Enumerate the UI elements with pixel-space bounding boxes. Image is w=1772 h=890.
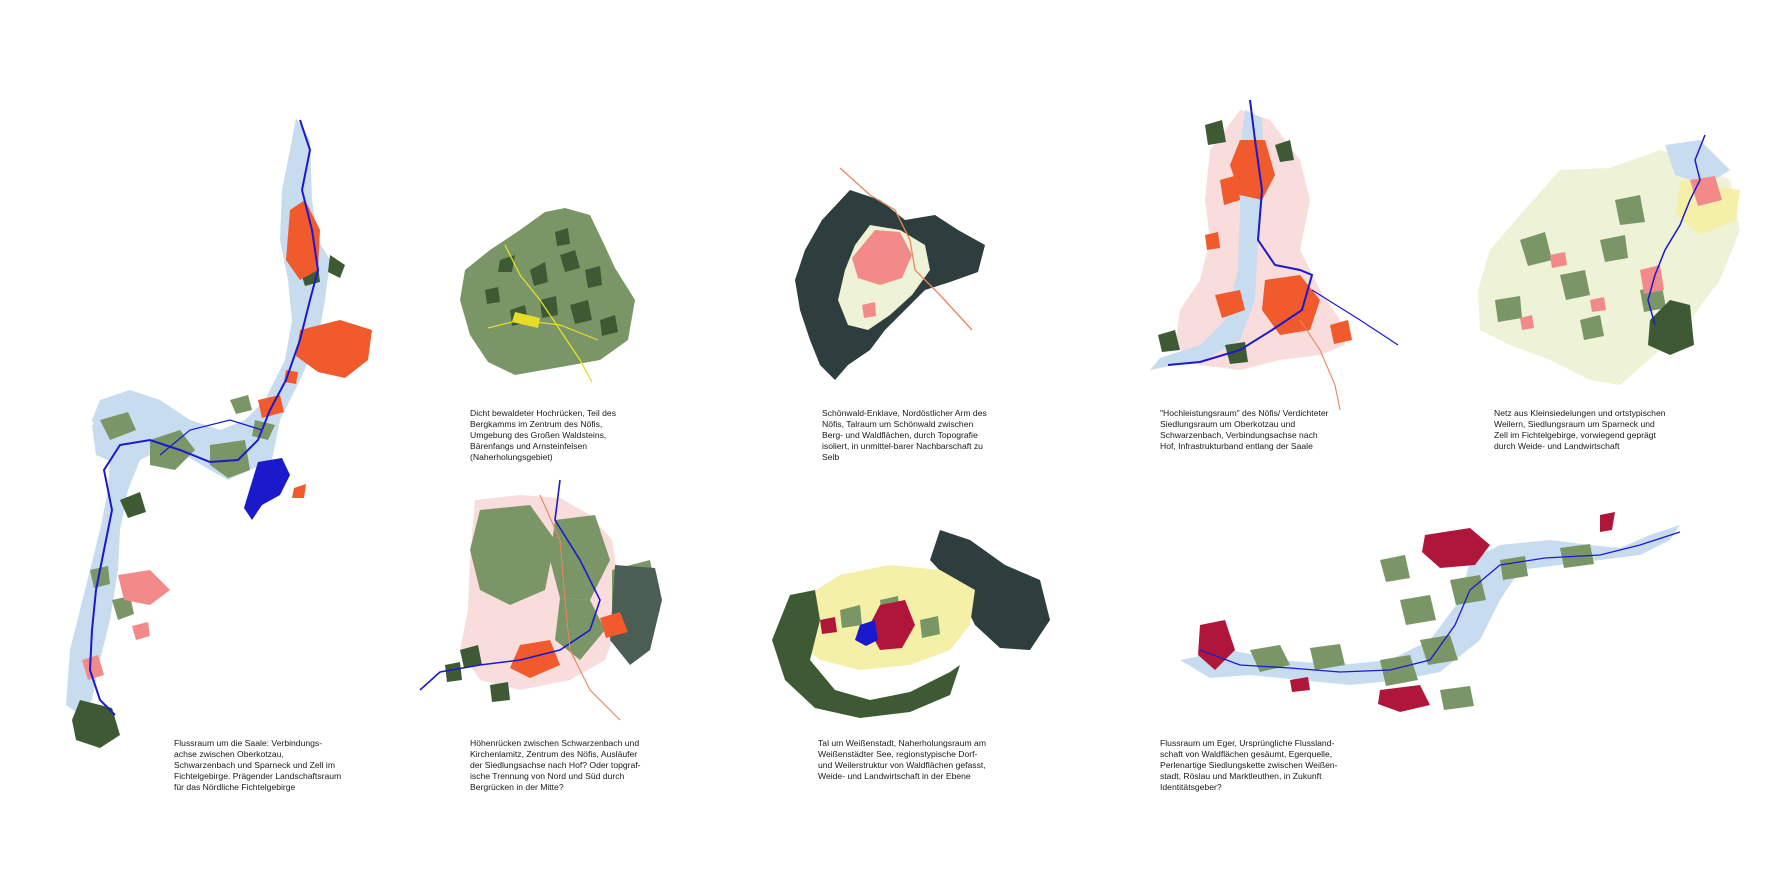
caption-schoenwald: Schönwald-Enklave, Nordöstlicher Arm des… — [822, 408, 987, 462]
settlement — [868, 600, 915, 650]
road — [1299, 319, 1341, 411]
forest-patch — [328, 255, 345, 278]
settlements — [510, 612, 628, 678]
dark-forest — [610, 565, 662, 665]
caption-hochruecken: Dicht bewaldeter Hochrücken, Teil des Be… — [470, 408, 617, 462]
yellow-zone — [795, 565, 975, 670]
road — [504, 244, 593, 383]
road — [487, 319, 599, 341]
settlement — [82, 655, 104, 680]
river-tributary — [1311, 289, 1399, 346]
settlement — [820, 617, 837, 634]
caption-hoehenruecken: Höhenrücken zwischen Schwarzenbach und K… — [470, 738, 641, 792]
flood-zone — [1665, 140, 1730, 185]
settlements — [1520, 176, 1722, 330]
yellow-patch — [512, 312, 540, 328]
cream-zone — [1478, 150, 1740, 385]
river — [1167, 99, 1314, 366]
settlement — [118, 570, 170, 605]
dark-forest — [1648, 300, 1694, 355]
forest-areas — [470, 505, 660, 660]
river — [88, 119, 320, 716]
dark-patches — [445, 645, 510, 702]
yellow-zone — [1676, 180, 1740, 235]
forest-patches — [840, 596, 940, 638]
settlement — [132, 622, 150, 640]
forest-patches — [1158, 120, 1294, 364]
forest-west — [772, 590, 960, 718]
dark-forest-patches — [485, 228, 618, 336]
flood-zone — [1150, 110, 1265, 370]
river — [419, 479, 601, 691]
flood-zone — [1180, 525, 1680, 685]
forest-patch — [120, 492, 146, 518]
river — [1647, 134, 1706, 326]
settlement — [286, 200, 320, 280]
settlements — [1198, 512, 1615, 712]
flood-zone — [66, 118, 330, 715]
settlement — [292, 484, 306, 498]
caption-kleinsiedlungen: Netz aus Kleinsiedelungen und ortstypisc… — [1494, 408, 1666, 451]
settlement — [852, 230, 912, 285]
saale-map-svg — [66, 118, 372, 748]
road — [839, 167, 973, 331]
lake — [855, 620, 878, 646]
road — [539, 494, 621, 721]
settlement — [862, 302, 876, 318]
caption-eger: Flussraum um Eger, Ursprüngliche Flussla… — [1160, 738, 1338, 792]
forest-patch — [100, 412, 136, 440]
caption-saale: Flussraum um die Saale: Verbindungs-achs… — [174, 738, 342, 792]
forest-patch — [210, 440, 250, 478]
settlement — [296, 320, 372, 378]
dark-forest-east — [930, 530, 1050, 650]
river — [1199, 531, 1681, 673]
clearing — [838, 225, 930, 330]
forest-patch — [230, 395, 252, 414]
caption-hochleistung: "Hochleistungsraum" des Nöfis/ Verdichte… — [1160, 408, 1329, 451]
lake — [244, 458, 290, 520]
pink-zone — [460, 495, 620, 690]
forest-patch — [90, 566, 110, 588]
river-tributary — [159, 419, 263, 456]
settlements — [1205, 140, 1352, 344]
forest-patch — [150, 430, 195, 470]
forest-patches — [1250, 544, 1594, 710]
forest-patch — [252, 420, 275, 440]
forest-patch — [112, 596, 134, 620]
forest-patch — [72, 700, 120, 748]
forest-patches — [1495, 195, 1666, 340]
dark-forest — [795, 190, 985, 380]
forest-area — [460, 208, 635, 375]
caption-weissenstadt: Tal um Weißenstadt, Naherholungsraum am … — [818, 738, 986, 781]
pink-zone — [1175, 110, 1345, 370]
